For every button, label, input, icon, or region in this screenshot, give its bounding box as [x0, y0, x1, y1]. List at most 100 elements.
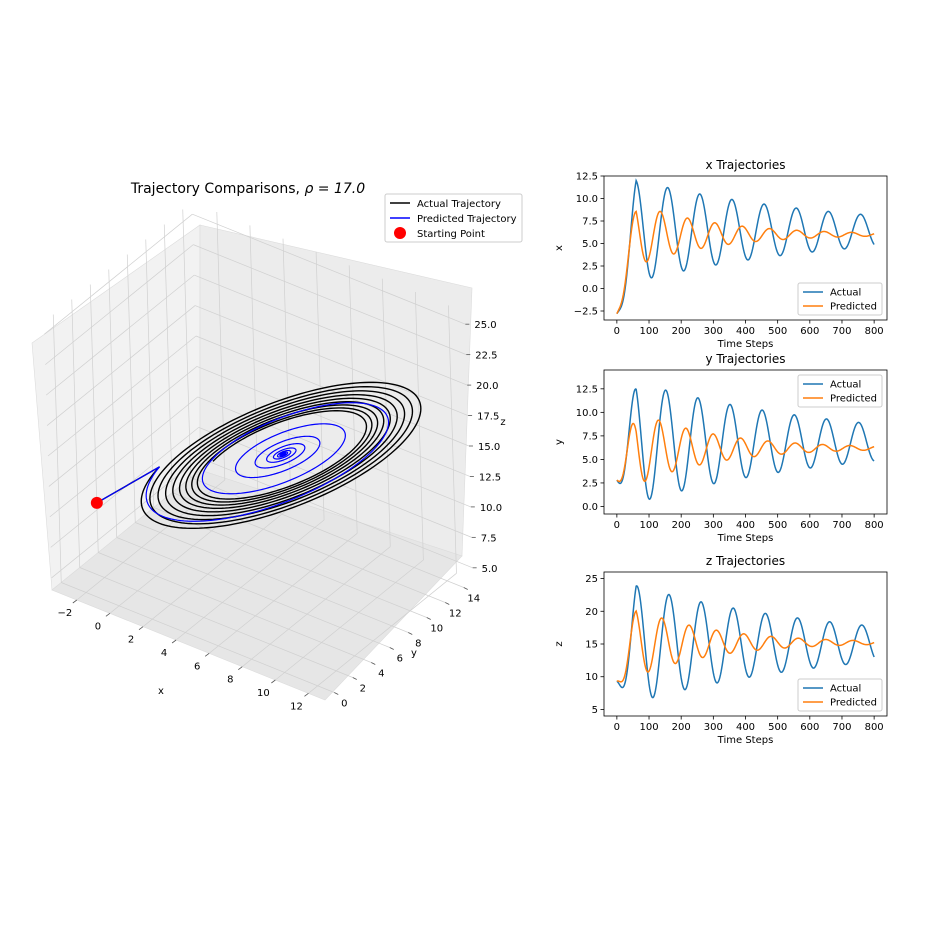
back-gridline-z: [199, 457, 473, 569]
panel-legend: Actual Predicted: [797, 678, 883, 712]
legend-frame: [797, 374, 883, 408]
x-tick-label: 0: [614, 520, 620, 531]
back-gridline-z: [193, 244, 467, 355]
series-lines: [616, 388, 875, 501]
x-tick-label-3d: 4: [161, 648, 167, 659]
floor-gridline-y: [79, 567, 353, 678]
y-tick-label-3d: 12: [449, 609, 462, 620]
z-tick-label-3d: 7.5: [481, 533, 497, 544]
side-gridline-z: [45, 244, 194, 365]
legend-label: Actual: [830, 380, 861, 391]
y-tick-label-3d: 10: [430, 624, 443, 635]
z-tick-label-3d: 20.0: [476, 381, 498, 392]
x-tick-mark-3d: [238, 666, 243, 670]
z-tick-label-3d: 17.5: [477, 412, 499, 423]
legend-start-marker: [394, 227, 406, 239]
x-tick-label-3d: 2: [128, 635, 134, 646]
floor-gridline-x: [175, 519, 325, 641]
y-tick-mark-3d: [352, 677, 357, 680]
x-axis-label-3d: x: [158, 686, 164, 697]
y-tick-label-3d: 6: [397, 654, 403, 665]
z-axis-label-3d: z: [500, 417, 505, 428]
series-line-predicted: [616, 419, 875, 483]
y-tick-label-3d: 0: [341, 699, 347, 710]
back-gridline-z: [194, 305, 469, 416]
x-tick-label-3d: 10: [257, 688, 270, 699]
y-tick-label: 7.5: [582, 217, 598, 228]
y-tick-label: 2.5: [582, 478, 598, 489]
floor-gridline-y: [153, 507, 427, 618]
panel-title: z Trajectories: [706, 554, 785, 568]
floor-gridline-y: [61, 582, 335, 693]
series-lines: [616, 585, 875, 699]
z-tick-label-3d: 22.5: [475, 351, 497, 362]
x-tick-label: 100: [639, 722, 658, 733]
x-tick-label: 700: [832, 722, 851, 733]
floor-gridline-y: [135, 522, 409, 633]
y-tick-label: 15: [585, 640, 598, 651]
x-tick-label: 300: [704, 722, 723, 733]
floor-gridline-x: [142, 506, 292, 627]
trajectories-3d: [90, 381, 422, 530]
x-tick-label: 300: [704, 326, 723, 337]
x-tick-label: 100: [639, 520, 658, 531]
y-tick-label-3d: 2: [360, 684, 366, 695]
x-tick-label: 500: [768, 520, 787, 531]
x-tick-label: 800: [865, 722, 884, 733]
y-trajectories-plot: y Trajectories 0 100 200 300 400 500 600 700 800 0…: [554, 352, 888, 544]
actual-trajectory-3d: [96, 381, 422, 530]
back-gridline-z: [192, 213, 466, 325]
legend-label: Actual: [830, 684, 861, 695]
x-axis-label: Time Steps: [717, 533, 774, 544]
legend-actual-label: Actual Trajectory: [417, 199, 501, 210]
x-tick-label: 200: [672, 520, 691, 531]
z-tick-label-3d: 25.0: [474, 320, 496, 331]
y-axis-label-3d: y: [411, 648, 417, 659]
series-lines: [616, 178, 875, 315]
y-tick-label-3d: 4: [378, 669, 384, 680]
x-tick-label-3d: 8: [227, 675, 233, 686]
floor-pane: [51, 469, 463, 701]
floor-gridline-y: [190, 477, 464, 588]
y-axis-label: z: [554, 641, 565, 646]
y-tick-label: 12.5: [576, 384, 598, 395]
x-tick-mark-3d: [171, 639, 177, 644]
legend-frame: [797, 282, 883, 316]
y-tick-mark-3d: [463, 587, 468, 590]
x-tick-label: 800: [865, 520, 884, 531]
floor-gridline-x: [76, 479, 226, 601]
x-tick-label: 600: [800, 722, 819, 733]
x-tick-label-3d: 6: [194, 661, 200, 672]
y-tick-label: 2.5: [582, 262, 598, 273]
trajectory-3d-plot: Trajectory Comparisons, ρ = 17.0 −2 0 2 4 6 8…: [31, 181, 523, 712]
x-tick-label: 800: [865, 326, 884, 337]
y-tick-label: 0.0: [582, 284, 598, 295]
y-axis-label: x: [554, 245, 565, 251]
floor-gridline-y: [98, 552, 372, 663]
series-line-actual: [616, 585, 875, 699]
back-gridline-z: [194, 274, 468, 386]
y-tick-label: 10: [585, 672, 598, 683]
x-tick-label: 200: [672, 326, 691, 337]
axis-ticks-3d: −2 0 2 4 6 8 10 12 0 2 4 6 8 10 12 14 5.0 7.5 10.0 12.5 15.0…: [57, 320, 502, 712]
legend-3d: Actual Trajectory Predicted Trajectory S…: [384, 193, 523, 243]
legend-predicted-label: Predicted Trajectory: [417, 214, 517, 225]
y-tick-mark-3d: [445, 602, 450, 605]
y-tick-label: 12.5: [576, 172, 598, 183]
panel-legend: Actual Predicted: [797, 282, 883, 316]
series-line-actual: [616, 178, 875, 315]
legend-label: Predicted: [830, 394, 877, 405]
side-gridline-z: [48, 366, 198, 487]
predicted-trajectory-3d: [96, 402, 390, 522]
legend-start-label: Starting Point: [417, 229, 485, 240]
starting-point-marker: [90, 496, 103, 509]
side-gridline-z: [44, 213, 193, 335]
y-tick-mark-3d: [389, 647, 394, 650]
x-tick-label-3d: 12: [290, 701, 303, 712]
floor-gridline-x: [242, 546, 391, 667]
y-tick-mark-3d: [334, 692, 339, 695]
panel-legend: Actual Predicted: [797, 374, 883, 408]
floor-gridline-y: [116, 537, 390, 648]
main-title-text: Trajectory Comparisons,: [130, 181, 305, 197]
back-gridline-z: [196, 366, 471, 477]
